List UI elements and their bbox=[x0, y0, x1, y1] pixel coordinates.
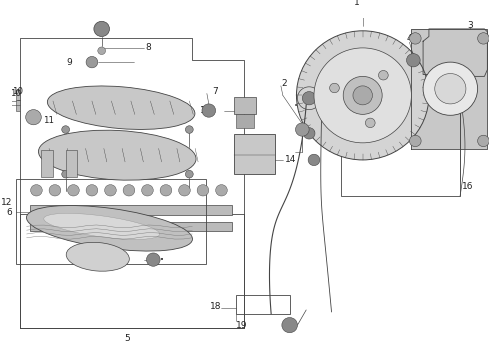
Text: 16: 16 bbox=[462, 182, 473, 191]
Circle shape bbox=[302, 91, 316, 105]
Circle shape bbox=[296, 31, 429, 160]
Circle shape bbox=[343, 76, 382, 114]
Polygon shape bbox=[412, 29, 488, 149]
Circle shape bbox=[314, 48, 412, 143]
Circle shape bbox=[303, 128, 315, 139]
Text: 9: 9 bbox=[67, 58, 73, 67]
Bar bbox=[29, 222, 232, 231]
Ellipse shape bbox=[26, 206, 193, 251]
Text: 19: 19 bbox=[236, 321, 247, 330]
Circle shape bbox=[435, 73, 466, 104]
Circle shape bbox=[407, 54, 420, 67]
Circle shape bbox=[142, 185, 153, 196]
Text: •: • bbox=[160, 257, 164, 262]
Circle shape bbox=[49, 185, 61, 196]
Circle shape bbox=[478, 33, 490, 44]
Circle shape bbox=[179, 185, 190, 196]
Text: 18: 18 bbox=[210, 302, 221, 311]
Bar bbox=[236, 295, 290, 314]
Text: 2: 2 bbox=[281, 80, 287, 89]
Circle shape bbox=[197, 185, 209, 196]
Circle shape bbox=[410, 33, 421, 44]
Circle shape bbox=[282, 318, 297, 333]
Circle shape bbox=[295, 123, 309, 136]
Circle shape bbox=[410, 135, 421, 147]
Text: 14: 14 bbox=[285, 156, 296, 165]
Circle shape bbox=[104, 185, 116, 196]
Circle shape bbox=[378, 71, 388, 80]
Bar bbox=[234, 134, 275, 174]
Circle shape bbox=[25, 109, 41, 125]
Ellipse shape bbox=[38, 130, 196, 180]
Circle shape bbox=[478, 135, 490, 147]
Circle shape bbox=[185, 170, 193, 178]
Circle shape bbox=[62, 126, 70, 133]
Text: 11: 11 bbox=[43, 116, 54, 125]
Bar bbox=[16, 179, 206, 264]
Ellipse shape bbox=[66, 242, 129, 271]
Bar bbox=[41, 150, 53, 177]
Text: 17: 17 bbox=[341, 87, 353, 96]
Circle shape bbox=[62, 170, 70, 178]
Circle shape bbox=[308, 154, 320, 166]
Text: 6: 6 bbox=[6, 208, 12, 217]
Text: 15: 15 bbox=[200, 106, 212, 115]
Text: 4: 4 bbox=[407, 34, 412, 43]
Circle shape bbox=[123, 185, 135, 196]
Circle shape bbox=[160, 185, 172, 196]
Circle shape bbox=[216, 185, 227, 196]
Circle shape bbox=[30, 185, 42, 196]
Circle shape bbox=[353, 86, 372, 105]
Text: 3: 3 bbox=[467, 21, 473, 30]
Circle shape bbox=[330, 83, 340, 93]
Text: 10: 10 bbox=[12, 87, 23, 96]
Bar bbox=[16, 90, 20, 111]
Text: 8: 8 bbox=[146, 44, 151, 53]
Bar bbox=[66, 150, 77, 177]
Circle shape bbox=[68, 185, 79, 196]
Polygon shape bbox=[423, 29, 488, 76]
Ellipse shape bbox=[44, 213, 160, 239]
Bar bbox=[236, 114, 254, 128]
Circle shape bbox=[98, 47, 105, 55]
Bar bbox=[234, 97, 256, 114]
Circle shape bbox=[86, 57, 98, 68]
Bar bbox=[29, 206, 232, 215]
Text: 13: 13 bbox=[112, 255, 123, 264]
Text: 7: 7 bbox=[212, 87, 218, 96]
Text: 5: 5 bbox=[124, 334, 130, 343]
Text: 10: 10 bbox=[10, 89, 21, 98]
Circle shape bbox=[94, 21, 109, 36]
Circle shape bbox=[366, 118, 375, 128]
Circle shape bbox=[86, 185, 98, 196]
Text: 1: 1 bbox=[354, 0, 360, 7]
Text: 12: 12 bbox=[0, 198, 12, 207]
Circle shape bbox=[185, 126, 193, 133]
Circle shape bbox=[202, 104, 216, 117]
Bar bbox=[341, 96, 460, 196]
Bar bbox=[20, 214, 244, 328]
Circle shape bbox=[147, 253, 160, 266]
Ellipse shape bbox=[48, 86, 195, 130]
Circle shape bbox=[423, 62, 478, 115]
